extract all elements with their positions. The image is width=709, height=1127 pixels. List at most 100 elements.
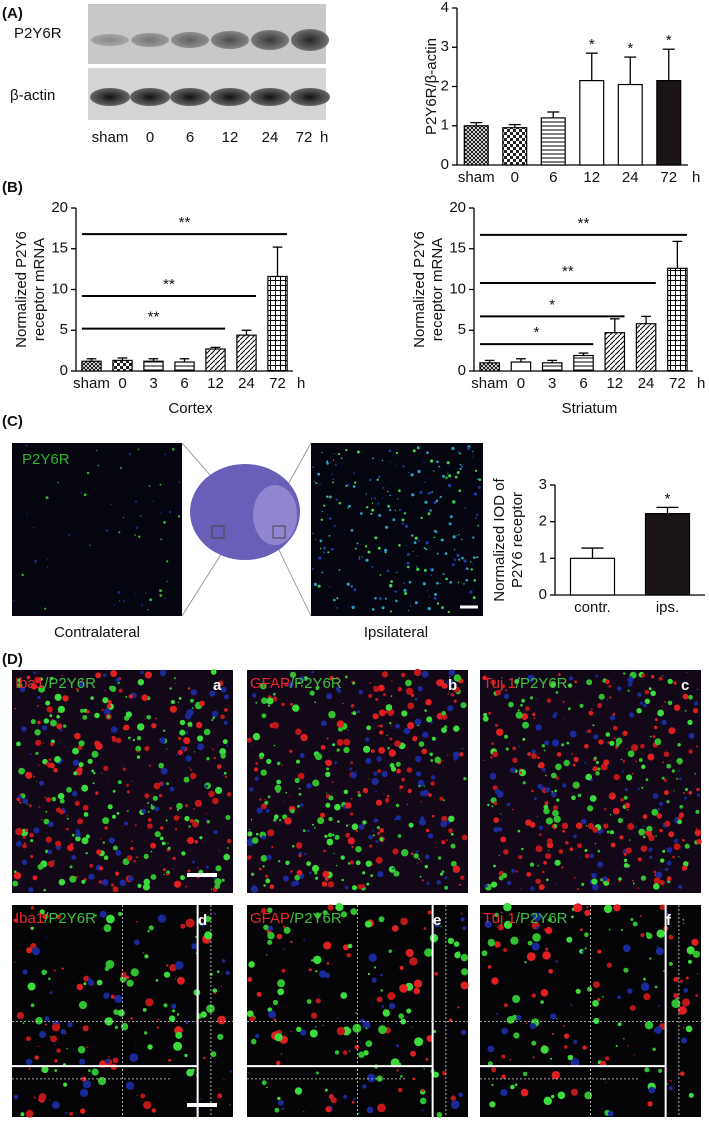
speckle (177, 515, 181, 518)
speckle (36, 781, 38, 783)
speckle (309, 690, 315, 696)
speckle (681, 865, 688, 871)
speckle (677, 816, 682, 821)
speckle (314, 827, 316, 829)
speckle (605, 1081, 607, 1084)
speckle (59, 809, 65, 815)
speckle (54, 1043, 56, 1045)
speckle (163, 729, 166, 732)
speckle (487, 1045, 495, 1053)
speckle (478, 478, 482, 482)
speckle (315, 998, 321, 1004)
speckle (424, 500, 428, 504)
speckle (542, 951, 551, 960)
speckle (220, 985, 222, 987)
speckle (607, 741, 610, 744)
speckle (248, 1072, 250, 1074)
speckle (326, 460, 329, 463)
speckle (205, 818, 208, 821)
x-tick-label: 72 (669, 375, 686, 392)
speckle (160, 826, 164, 830)
speckle (19, 686, 26, 693)
speckle (147, 810, 150, 813)
speckle (162, 868, 166, 872)
speckle (107, 700, 112, 704)
speckle (636, 708, 642, 714)
speckle (610, 717, 613, 719)
speckle (79, 708, 85, 713)
speckle (193, 808, 195, 810)
speckle (345, 484, 348, 487)
speckle (544, 740, 550, 746)
speckle (452, 500, 456, 504)
speckle (584, 743, 589, 749)
speckle (620, 929, 623, 931)
speckle (581, 882, 585, 887)
speckle (602, 996, 604, 998)
speckle (325, 759, 333, 767)
speckle (368, 834, 373, 840)
speckle (194, 799, 203, 808)
speckle (130, 968, 139, 977)
speckle (25, 1036, 31, 1042)
speckle (314, 701, 317, 704)
speckle (120, 1022, 129, 1031)
speckle (263, 884, 266, 887)
speckle (440, 925, 442, 927)
speckle (106, 914, 115, 924)
speckle (362, 787, 369, 794)
speckle (328, 795, 334, 801)
speckle (430, 775, 436, 780)
speckle (229, 1070, 232, 1073)
speckle (179, 729, 186, 736)
speckle (688, 732, 695, 739)
speckle (336, 1026, 346, 1036)
speckle (644, 689, 649, 695)
speckle (617, 995, 621, 1000)
y-tick-label: 15 (51, 240, 68, 257)
speckle (158, 781, 163, 786)
speckle (422, 582, 426, 586)
speckle (381, 671, 389, 678)
x-tick-label: 24 (638, 375, 655, 392)
speckle (594, 842, 597, 845)
speckle (91, 1068, 99, 1076)
speckle (543, 1096, 552, 1106)
red-stain: Iba1 (15, 910, 44, 927)
speckle (581, 950, 585, 953)
speckle (37, 863, 44, 870)
speckle (453, 674, 462, 682)
speckle (108, 1056, 110, 1058)
speckle (420, 860, 422, 862)
speckle (673, 704, 681, 711)
speckle (191, 725, 193, 727)
speckle (365, 860, 372, 867)
y-tick-label: 1 (441, 117, 449, 134)
speckle (656, 813, 663, 819)
x-tick-label: 0 (511, 169, 519, 186)
speckle (89, 544, 91, 546)
speckle (572, 763, 576, 767)
speckle (451, 563, 455, 566)
speckle (608, 928, 611, 931)
speckle (457, 1006, 460, 1009)
speckle (637, 887, 639, 889)
speckle (389, 737, 393, 741)
speckle (593, 981, 600, 988)
speckle (111, 726, 118, 733)
speckle (686, 946, 695, 955)
speckle (606, 830, 610, 834)
y-tick-label: 10 (449, 280, 466, 297)
speckle (377, 724, 380, 727)
speckle (595, 674, 598, 678)
micrograph-grid: Iba1/P2Y6R a GFAP/P2Y6R b Tuj 1/P2Y6R cIba1/P… (12, 444, 702, 1118)
speckle (331, 473, 333, 475)
speckle (418, 446, 421, 449)
speckle (345, 832, 351, 838)
speckle (462, 748, 464, 750)
speckle (16, 1012, 24, 1020)
speckle (404, 524, 409, 528)
speckle (322, 870, 330, 878)
blot-band (130, 88, 170, 106)
x-tick-label: 6 (180, 375, 188, 392)
